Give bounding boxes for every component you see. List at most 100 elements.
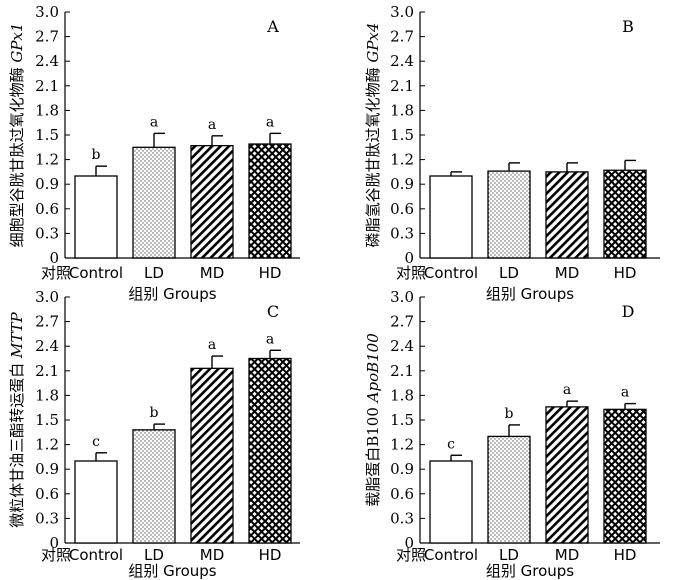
y-tick-label: 1.8 (390, 386, 414, 404)
bar-control (429, 175, 473, 259)
y-tick-label: 3.0 (390, 288, 414, 306)
panel-label: C (267, 302, 279, 321)
bar-control (429, 460, 473, 544)
x-tick-label: Control (424, 546, 478, 564)
y-axis-title: 载脂蛋白B100 ApoB100 (364, 333, 382, 507)
y-tick-label: 0.9 (390, 460, 414, 478)
panel-apob100: 0 0.3 0.6 0.9 1.2 1.5 1.8 2.1 2.4 2.7 3.0 c 对照Contro… (364, 288, 660, 580)
bar-ld (132, 146, 176, 259)
significance-letter: a (266, 331, 274, 347)
y-tick-label: 0.9 (35, 175, 59, 193)
panel-label: D (622, 302, 635, 321)
x-tick-label: HD (259, 264, 282, 282)
y-tick-label: 3.0 (390, 3, 414, 21)
significance-letter: b (92, 147, 101, 163)
bar-control (74, 460, 118, 544)
x-tick-label: LD (499, 546, 519, 564)
significance-letter: c (92, 434, 100, 450)
panel-gpx1: 0 0.3 0.6 0.9 1.2 1.5 1.8 2.1 2.4 2.7 3.0 b 对照Contro… (8, 3, 300, 303)
y-tick-label: 0 (404, 534, 414, 552)
bar-ld (487, 435, 531, 544)
bar-control (74, 175, 118, 259)
significance-letter: a (150, 114, 158, 130)
y-tick-label: 0 (404, 249, 414, 267)
y-tick-label: 2.1 (390, 77, 414, 95)
bar-hd (248, 357, 292, 544)
panel-mttp: 0 0.3 0.6 0.9 1.2 1.5 1.8 2.1 2.4 2.7 3.0 c 对照Contro… (8, 288, 300, 580)
y-tick-label: 3.0 (35, 3, 59, 21)
bar-hd (248, 143, 292, 259)
y-tick-label: 1.5 (35, 411, 59, 429)
x-tick-label: LD (144, 264, 164, 282)
y-tick-label: 2.7 (390, 313, 414, 331)
y-tick-label: 0 (49, 534, 59, 552)
significance-letter: a (621, 385, 629, 401)
y-axis-title: 磷脂氢谷胱甘肽过氧化物酶 GPx4 (364, 23, 382, 248)
x-axis-title: 组别 Groups (486, 285, 574, 303)
significance-letter: b (150, 405, 159, 421)
x-tick-label: Control (69, 264, 123, 282)
x-tick-label: 对照 (41, 546, 71, 564)
y-tick-label: 2.7 (35, 313, 59, 331)
x-axis-title: 组别 Groups (128, 562, 216, 580)
y-axis-title: 细胞型谷胱甘肽过氧化物酶 GPx1 (8, 23, 26, 248)
y-tick-label: 0.3 (35, 509, 59, 527)
y-tick-label: 1.5 (390, 411, 414, 429)
x-tick-label: 对照 (41, 264, 71, 282)
significance-letter: a (208, 117, 216, 133)
bar-ld (487, 170, 531, 259)
y-tick-label: 2.1 (35, 77, 59, 95)
y-tick-label: 2.7 (390, 28, 414, 46)
y-tick-label: 0.6 (390, 485, 414, 503)
y-tick-label: 0.6 (35, 200, 59, 218)
panel-gpx4: 0 0.3 0.6 0.9 1.2 1.5 1.8 2.1 2.4 2.7 3.0 对照Control… (364, 3, 660, 303)
bar-md (190, 367, 234, 544)
significance-letter: a (266, 114, 274, 130)
y-tick-label: 2.4 (390, 337, 414, 355)
x-tick-label: HD (614, 264, 637, 282)
y-tick-label: 0.6 (390, 200, 414, 218)
x-tick-label: HD (259, 546, 282, 564)
y-tick-label: 0.3 (390, 224, 414, 242)
x-tick-label: Control (424, 264, 478, 282)
y-axis-title: 微粒体甘油三酯转运蛋白 MTTP (8, 311, 26, 527)
panel-label: A (266, 17, 279, 36)
y-tick-label: 2.4 (390, 52, 414, 70)
bar-ld (132, 429, 176, 544)
y-tick-label: 2.7 (35, 28, 59, 46)
x-tick-label: MD (555, 264, 580, 282)
y-tick-label: 1.5 (390, 126, 414, 144)
y-tick-label: 1.5 (35, 126, 59, 144)
x-tick-label: MD (200, 264, 225, 282)
y-tick-label: 0.3 (35, 224, 59, 242)
bar-md (190, 145, 234, 259)
x-axis-title: 组别 Groups (486, 562, 574, 580)
y-tick-label: 2.1 (35, 362, 59, 380)
y-tick-label: 2.1 (390, 362, 414, 380)
y-tick-label: 0.6 (35, 485, 59, 503)
bar-md (545, 406, 589, 544)
y-tick-label: 1.2 (35, 436, 59, 454)
y-tick-label: 1.2 (390, 436, 414, 454)
significance-letter: c (447, 436, 455, 452)
significance-letter: a (563, 382, 571, 398)
x-tick-label: Control (69, 546, 123, 564)
x-tick-label: 对照 (396, 546, 426, 564)
significance-letter: b (505, 406, 514, 422)
bar-md (545, 171, 589, 259)
bar-hd (603, 408, 647, 544)
x-axis-title: 组别 Groups (128, 285, 216, 303)
y-tick-label: 2.4 (35, 337, 59, 355)
panel-label: B (622, 17, 634, 36)
significance-letter: a (208, 337, 216, 353)
y-tick-label: 1.8 (35, 386, 59, 404)
y-tick-label: 2.4 (35, 52, 59, 70)
y-tick-label: 1.8 (390, 101, 414, 119)
y-tick-label: 1.8 (35, 101, 59, 119)
x-tick-label: HD (614, 546, 637, 564)
y-tick-label: 0 (49, 249, 59, 267)
bar-hd (603, 169, 647, 259)
y-tick-label: 3.0 (35, 288, 59, 306)
y-tick-label: 1.2 (35, 151, 59, 169)
